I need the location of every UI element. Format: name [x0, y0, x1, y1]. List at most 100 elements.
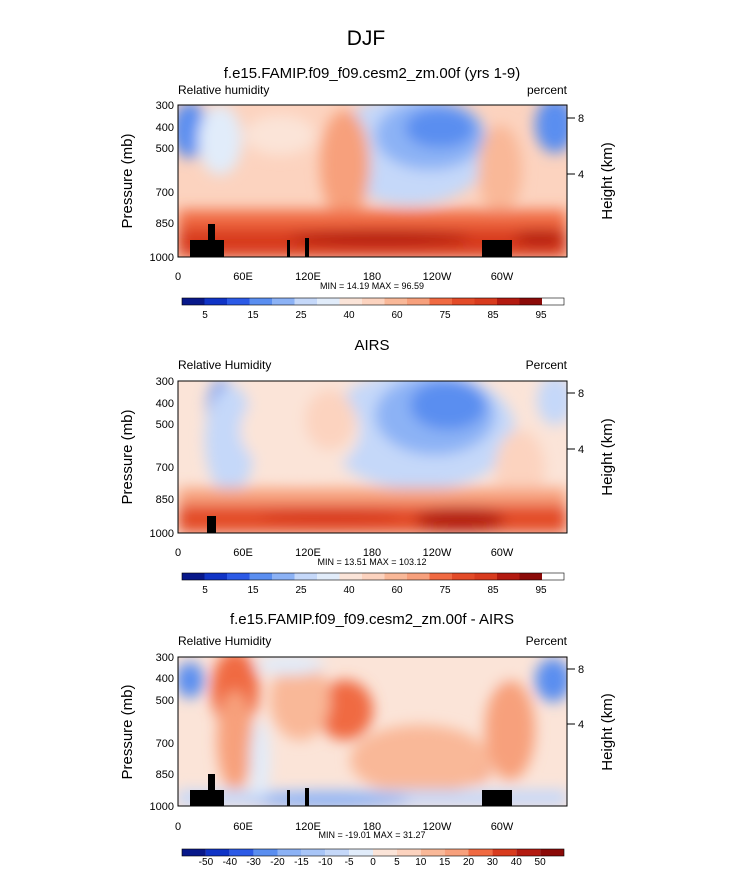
y-tick-label: 700	[156, 738, 174, 750]
panel-3-y2label: Height (km)	[599, 693, 616, 771]
x-tick-label: 120E	[295, 547, 321, 559]
colorbar-label: 0	[370, 857, 376, 868]
x-tick-label: 120W	[423, 821, 452, 833]
panel-2-title: AIRS	[354, 337, 389, 354]
y-tick-label: 1000	[150, 252, 174, 264]
panel-2-y2label: Height (km)	[599, 418, 616, 496]
panel-2-field	[178, 381, 567, 533]
y-tick-label: 400	[156, 122, 174, 134]
panel-3: f.e15.FAMIP.f09_f09.cesm2_zm.00f - AIRS …	[119, 611, 616, 868]
y-tick-label: 300	[156, 100, 174, 112]
x-tick-label: 180	[363, 821, 381, 833]
y2-tick-label: 4	[578, 444, 584, 456]
y-tick-label: 1000	[150, 528, 174, 540]
panel-3-minmax: MIN = -19.01 MAX = 31.27	[318, 830, 425, 840]
y2-tick-label: 8	[578, 388, 584, 400]
colorbar-label: 40	[511, 857, 523, 868]
colorbar-label: 60	[391, 585, 403, 596]
panel-1-title: f.e15.FAMIP.f09_f09.cesm2_zm.00f (yrs 1-…	[224, 65, 521, 82]
panel-2-y2ticks: 8 4	[567, 388, 584, 456]
panel-1-y2ticks: 8 4	[567, 113, 584, 181]
colorbar-label: 25	[295, 585, 307, 596]
x-tick-label: 120E	[295, 271, 321, 283]
colorbar-label: 50	[535, 857, 547, 868]
colorbar-label: 95	[535, 310, 547, 321]
colorbar-label: 5	[202, 310, 208, 321]
panel-1-topo	[208, 224, 215, 240]
panel-3-topo	[482, 790, 512, 806]
y-tick-label: 850	[156, 769, 174, 781]
colorbar-label: 40	[343, 310, 355, 321]
panel-1-topo	[190, 240, 224, 257]
colorbar-label: 85	[487, 585, 499, 596]
y2-tick-label: 8	[578, 113, 584, 125]
y-tick-label: 400	[156, 673, 174, 685]
panel-3-frame	[177, 656, 568, 807]
colorbar-label: 75	[439, 310, 451, 321]
panel-1-yticks: 300 400 500 700 850 1000	[150, 100, 174, 264]
x-tick-label: 60W	[491, 547, 514, 559]
colorbar-label: -30	[246, 857, 261, 868]
panel-3-colorbar: -50 -40 -30 -20 -15 -10 -5 0 5 10 15 20 …	[181, 848, 565, 868]
y-tick-label: 300	[156, 376, 174, 388]
panel-3-topo	[190, 790, 224, 806]
x-tick-label: 120E	[295, 821, 321, 833]
x-tick-label: 60E	[233, 821, 253, 833]
x-tick-label: 120W	[423, 271, 452, 283]
colorbar-label: 10	[415, 857, 427, 868]
panel-3-colorbar-boxes	[181, 848, 565, 857]
colorbar-label: 25	[295, 310, 307, 321]
x-tick-label: 180	[363, 547, 381, 559]
y2-tick-label: 8	[578, 664, 584, 676]
colorbar-label: -40	[223, 857, 238, 868]
y-tick-label: 700	[156, 187, 174, 199]
panel-3-topo	[305, 788, 309, 806]
panel-2-xticks: 0 60E 120E 180 120W 60W	[175, 547, 514, 559]
colorbar-label: 95	[535, 585, 547, 596]
x-tick-label: 60W	[491, 271, 514, 283]
y-tick-label: 850	[156, 494, 174, 506]
panel-3-y2ticks: 8 4	[567, 664, 584, 731]
panel-3-field	[178, 657, 567, 806]
panel-3-xticks: 0 60E 120E 180 120W 60W	[175, 821, 514, 833]
colorbar-label: 15	[247, 585, 259, 596]
colorbar-label: 30	[487, 857, 499, 868]
panel-2-colorbar-boxes	[181, 572, 565, 581]
colorbar-label: -10	[318, 857, 333, 868]
panel-2-topo	[207, 516, 216, 533]
panel-3-topo	[287, 790, 290, 806]
colorbar-label: -50	[199, 857, 214, 868]
x-tick-label: 0	[175, 271, 181, 283]
panel-1-topo	[482, 240, 512, 257]
colorbar-label: 5	[394, 857, 400, 868]
panel-1-colorbar: 5 15 25 40 60 75 85 95	[181, 297, 565, 321]
y-tick-label: 700	[156, 462, 174, 474]
panel-1-left-label: Relative humidity	[178, 83, 269, 97]
panel-2-frame	[177, 380, 568, 534]
panel-2-yticks: 300 400 500 700 850 1000	[150, 376, 174, 540]
colorbar-label: 20	[463, 857, 475, 868]
panel-3-right-label: Percent	[526, 634, 568, 648]
panel-1-colorbar-boxes	[181, 297, 565, 306]
y2-tick-label: 4	[578, 719, 584, 731]
panel-1-y2label: Height (km)	[599, 142, 616, 220]
x-tick-label: 0	[175, 821, 181, 833]
y-tick-label: 500	[156, 695, 174, 707]
panel-2: AIRS Relative Humidity Percent	[119, 337, 616, 596]
panel-1-xticks: 0 60E 120E 180 120W 60W	[175, 271, 514, 283]
x-tick-label: 120W	[423, 547, 452, 559]
panel-2-colorbar: 5 15 25 40 60 75 85 95	[181, 572, 565, 596]
panel-3-yticks: 300 400 500 700 850 1000	[150, 652, 174, 813]
panel-1-field	[178, 105, 567, 257]
x-tick-label: 180	[363, 271, 381, 283]
y-tick-label: 500	[156, 419, 174, 431]
x-tick-label: 60E	[233, 547, 253, 559]
colorbar-label: 75	[439, 585, 451, 596]
colorbar-label: -15	[294, 857, 309, 868]
panel-1-minmax: MIN = 14.19 MAX = 96.59	[320, 281, 424, 291]
x-tick-label: 0	[175, 547, 181, 559]
panel-2-minmax: MIN = 13.51 MAX = 103.12	[317, 557, 426, 567]
figure-title: DJF	[347, 27, 386, 50]
y-tick-label: 850	[156, 218, 174, 230]
x-tick-label: 60W	[491, 821, 514, 833]
